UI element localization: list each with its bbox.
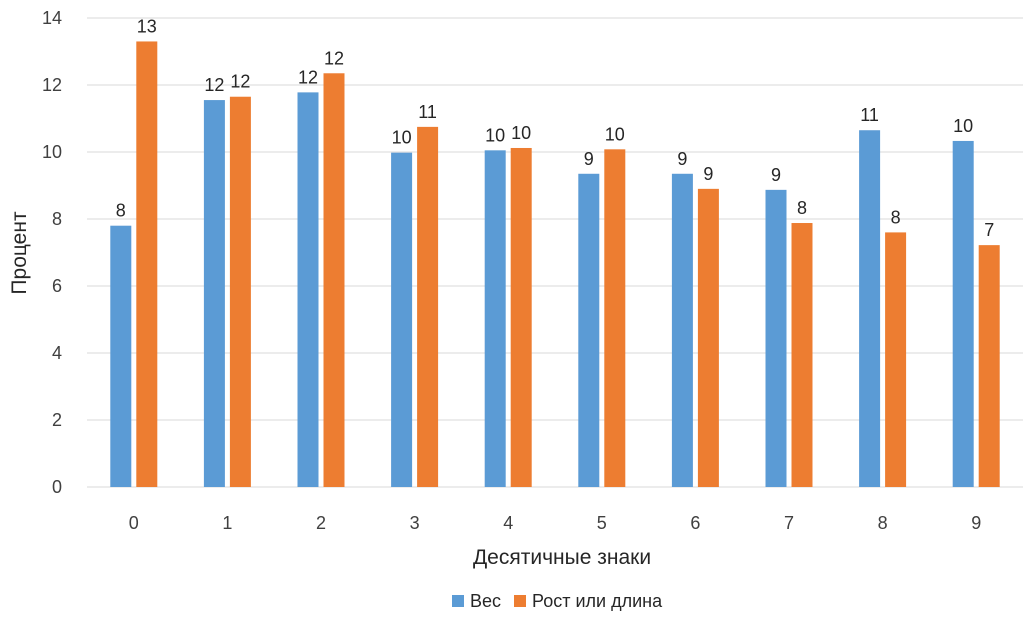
x-tick-label: 9 xyxy=(971,513,981,533)
legend: Вес Рост или длина xyxy=(452,591,663,611)
data-label: 10 xyxy=(953,116,973,136)
x-tick-label: 0 xyxy=(129,513,139,533)
bar xyxy=(229,96,251,487)
x-tick-label: 4 xyxy=(503,513,513,533)
data-label: 10 xyxy=(392,128,412,148)
bar xyxy=(203,100,225,487)
x-tick-label: 3 xyxy=(410,513,420,533)
legend-label: Рост или длина xyxy=(532,591,663,611)
y-tick-label: 4 xyxy=(52,343,62,363)
bar xyxy=(323,73,345,488)
x-tick-label: 5 xyxy=(597,513,607,533)
data-label: 10 xyxy=(511,123,531,143)
data-label: 11 xyxy=(418,102,437,122)
data-label: 7 xyxy=(984,220,994,240)
y-tick-label: 8 xyxy=(52,209,62,229)
y-tick-label: 6 xyxy=(52,276,62,296)
data-label: 10 xyxy=(605,124,625,144)
bar xyxy=(110,225,132,487)
x-tick-label: 1 xyxy=(222,513,232,533)
bars xyxy=(110,41,1000,488)
bar xyxy=(671,173,693,487)
y-axis-ticks: 0 2 4 6 8 10 12 14 xyxy=(42,8,62,497)
bar xyxy=(578,173,600,487)
data-label: 9 xyxy=(703,164,713,184)
bar xyxy=(417,126,439,487)
bar xyxy=(136,41,158,487)
x-tick-label: 8 xyxy=(878,513,888,533)
data-label: 12 xyxy=(298,67,318,87)
x-axis-title: Десятичные знаки xyxy=(473,546,651,569)
bar xyxy=(484,150,506,487)
data-label: 8 xyxy=(891,207,901,227)
bar xyxy=(765,189,787,488)
x-tick-label: 6 xyxy=(690,513,700,533)
bar xyxy=(952,140,974,487)
legend-label: Вес xyxy=(470,591,501,611)
bar xyxy=(859,130,881,487)
y-tick-label: 2 xyxy=(52,410,62,430)
bar xyxy=(297,92,319,488)
data-label: 9 xyxy=(584,149,594,169)
x-axis-ticks: 0 1 2 3 4 5 6 7 8 9 xyxy=(129,513,981,533)
data-label: 9 xyxy=(771,165,781,185)
bar xyxy=(885,232,907,487)
x-tick-label: 2 xyxy=(316,513,326,533)
data-label: 12 xyxy=(204,75,224,95)
y-tick-label: 12 xyxy=(42,75,62,95)
gridlines xyxy=(87,17,1023,488)
y-axis-title: Процент xyxy=(8,211,31,295)
y-tick-label: 10 xyxy=(42,142,62,162)
data-label: 8 xyxy=(797,198,807,218)
bar xyxy=(510,147,532,488)
x-tick-label: 7 xyxy=(784,513,794,533)
data-label: 12 xyxy=(324,48,344,68)
data-label: 12 xyxy=(230,72,250,92)
bar xyxy=(978,245,1000,487)
data-label: 8 xyxy=(116,201,126,221)
data-label: 9 xyxy=(677,149,687,169)
legend-swatch xyxy=(514,595,526,607)
bar xyxy=(697,188,719,487)
bar xyxy=(604,149,626,487)
data-label: 11 xyxy=(860,105,879,125)
bar xyxy=(391,152,413,488)
legend-swatch xyxy=(452,595,464,607)
bar xyxy=(791,223,813,487)
y-tick-label: 0 xyxy=(52,477,62,497)
data-label: 10 xyxy=(485,125,505,145)
y-tick-label: 14 xyxy=(42,8,62,28)
data-label: 13 xyxy=(137,16,157,36)
